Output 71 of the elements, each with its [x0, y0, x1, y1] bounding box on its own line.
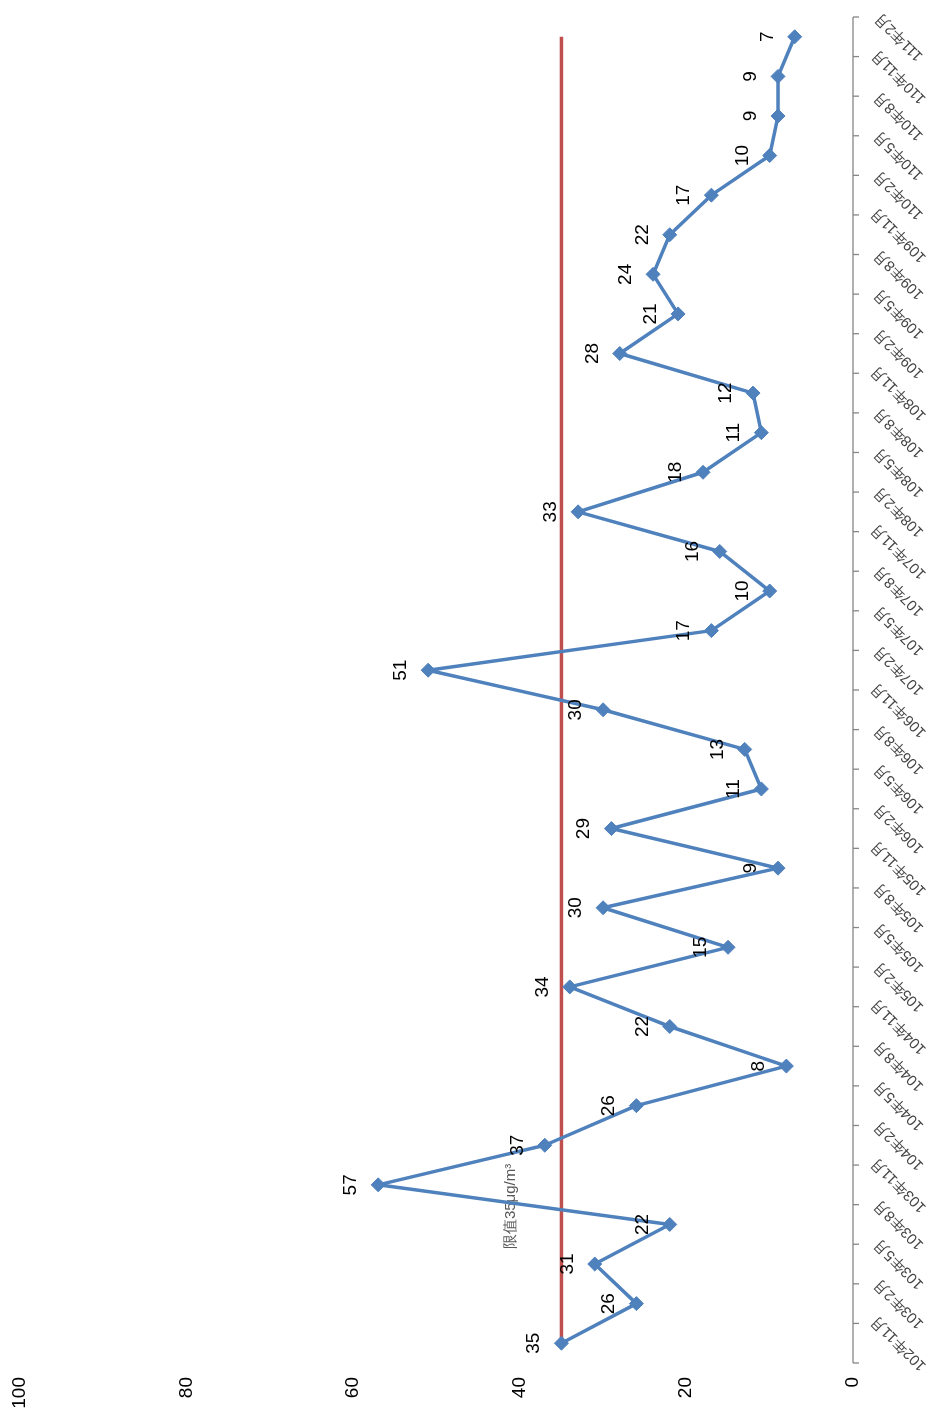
data-label: 17: [672, 184, 694, 206]
data-label: 30: [564, 897, 586, 919]
data-label: 30: [564, 699, 586, 721]
point: [787, 29, 803, 45]
x-tick-label: 20: [674, 1377, 696, 1399]
data-label: 17: [672, 620, 694, 642]
data-label: 11: [722, 779, 744, 799]
point: [770, 68, 786, 84]
data-label: 11: [722, 422, 744, 443]
point: [712, 543, 728, 559]
point: [628, 1296, 644, 1312]
point: [753, 781, 769, 797]
point: [753, 425, 769, 441]
point: [595, 702, 611, 718]
x-tick-label: 100: [8, 1377, 30, 1409]
point: [662, 1019, 678, 1034]
point: [778, 1058, 794, 1074]
x-tick-label: 80: [174, 1377, 196, 1399]
data-label: 33: [539, 501, 561, 523]
point: [612, 346, 628, 361]
data-label: 22: [630, 224, 652, 246]
data-label: 35: [522, 1332, 544, 1354]
data-label: 34: [530, 975, 552, 998]
data-label: 13: [705, 738, 727, 760]
data-label: 18: [664, 461, 686, 483]
point: [745, 385, 761, 401]
data-label: 26: [597, 1293, 619, 1315]
point: [737, 741, 753, 757]
data-label: 57: [339, 1174, 361, 1196]
data-label: 24: [614, 263, 636, 285]
point: [720, 939, 736, 955]
point: [762, 583, 778, 599]
data-label: 31: [555, 1253, 577, 1275]
data-label: 12: [714, 382, 736, 404]
x-tick-label: 40: [507, 1377, 529, 1399]
data-label: 51: [389, 659, 411, 681]
point: [770, 108, 786, 124]
data-label: 29: [572, 817, 594, 840]
x-tick-label: 60: [341, 1377, 363, 1399]
data-label: 15: [689, 936, 711, 958]
data-label: 10: [730, 580, 752, 602]
data-label: 9: [739, 862, 761, 874]
point: [762, 148, 778, 164]
point: [695, 464, 711, 480]
point: [645, 266, 661, 282]
point: [703, 187, 719, 203]
data-label: 7: [755, 31, 777, 43]
data-label: 26: [597, 1095, 619, 1117]
data-label: 8: [747, 1060, 769, 1072]
point: [662, 1216, 678, 1232]
point: [537, 1137, 553, 1153]
x-tick-label: 0: [841, 1377, 863, 1388]
data-label: 21: [639, 303, 661, 325]
data-label: 9: [739, 71, 761, 82]
point: [628, 1098, 644, 1114]
data-label: 22: [630, 1015, 652, 1038]
data-label: 28: [580, 342, 602, 365]
data-label: 9: [739, 110, 761, 122]
point: [662, 227, 678, 243]
point: [595, 900, 611, 916]
point: [570, 504, 586, 520]
point: [670, 306, 686, 322]
point: [703, 623, 719, 639]
point: [587, 1256, 603, 1272]
point: [562, 979, 578, 995]
data-label: 37: [505, 1134, 527, 1156]
data-label: 10: [730, 144, 752, 167]
point: [553, 1335, 569, 1351]
ref-line-label: 限值35μg/m³: [501, 1163, 519, 1250]
data-label: 22: [630, 1213, 652, 1236]
data-label: 16: [680, 540, 702, 563]
